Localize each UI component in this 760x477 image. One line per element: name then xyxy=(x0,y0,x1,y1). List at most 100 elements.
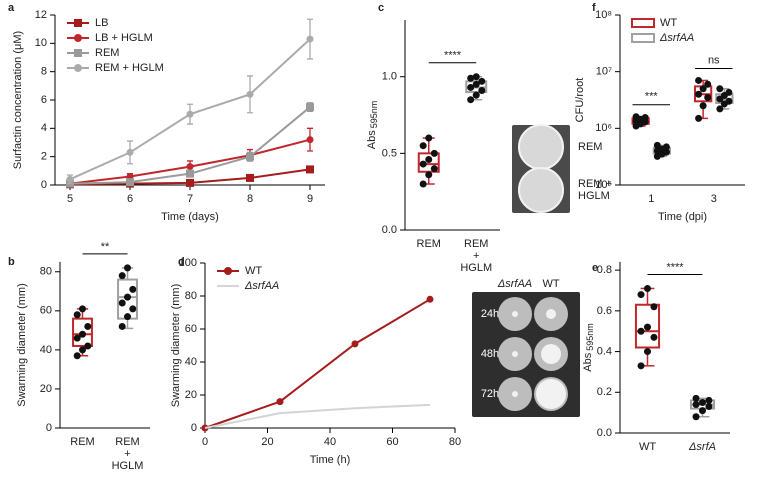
y-axis-label-text: Abs xyxy=(582,352,594,371)
y-tick-label: 10⁷ xyxy=(596,66,612,78)
inset-colony xyxy=(546,309,556,319)
data-point xyxy=(124,293,131,301)
significance-label: **** xyxy=(666,261,684,273)
y-tick-label: 1.0 xyxy=(382,71,397,83)
panel-letter: d xyxy=(178,256,185,268)
x-tick-label: REM xyxy=(417,238,441,250)
data-point xyxy=(662,143,670,151)
panel-letter: a xyxy=(8,2,15,14)
x-tick-label: 80 xyxy=(449,436,461,448)
x-tick-label: 0 xyxy=(202,436,208,448)
y-axis-label-text: Swarming diameter (mm) xyxy=(170,284,182,407)
inset-row-label: 24h xyxy=(481,308,499,320)
data-point xyxy=(73,352,81,360)
data-point xyxy=(478,77,486,85)
y-axis-label-text: CFU/root xyxy=(574,78,586,123)
data-point xyxy=(472,91,480,99)
data-point xyxy=(84,322,92,330)
y-tick-label: 2 xyxy=(41,151,47,163)
y-tick-label: 8 xyxy=(41,66,47,78)
panel-letter: e xyxy=(592,262,598,274)
inset-colony xyxy=(512,351,518,357)
data-point xyxy=(79,305,86,313)
data-point xyxy=(73,311,81,319)
x-tick-label: 60 xyxy=(386,436,398,448)
data-point xyxy=(118,299,126,307)
data-point xyxy=(637,291,645,299)
data-point xyxy=(650,333,658,341)
inset-dish xyxy=(518,124,564,170)
data-point xyxy=(699,407,706,415)
y-tick-label: 10 xyxy=(35,37,47,49)
legend-marker xyxy=(224,267,232,275)
y-axis-label: Abs595nm xyxy=(582,323,595,372)
data-point xyxy=(425,171,433,179)
legend-label: REM + HGLM xyxy=(95,62,164,74)
data-point xyxy=(118,322,126,330)
data-point xyxy=(692,394,700,402)
y-tick-label: 10⁶ xyxy=(595,122,612,134)
box xyxy=(72,317,93,347)
point xyxy=(66,175,74,183)
legend-label: WT xyxy=(245,265,262,277)
data-point xyxy=(118,272,126,280)
point xyxy=(306,136,314,144)
x-tick-label: 7 xyxy=(187,193,193,205)
y-tick-label: 60 xyxy=(40,305,52,317)
data-point xyxy=(725,97,733,105)
y-tick-label: 80 xyxy=(185,290,197,302)
x-axis-label: Time (h) xyxy=(310,454,351,466)
y-tick-label: 0.0 xyxy=(597,427,612,439)
legend-label: ΔsrfAA xyxy=(244,280,279,292)
y-tick-label: 10⁸ xyxy=(595,9,612,21)
y-tick-label: 10⁵ xyxy=(595,179,612,191)
data-point xyxy=(653,141,661,149)
point xyxy=(246,173,254,182)
y-axis-label: Abs595nm xyxy=(366,101,379,150)
point xyxy=(246,90,254,98)
data-point xyxy=(419,180,427,188)
x-tick-label: 20 xyxy=(261,436,273,448)
significance-label: **** xyxy=(444,50,462,62)
point xyxy=(306,165,314,174)
legend-marker xyxy=(74,64,82,72)
data-point xyxy=(699,398,706,406)
point xyxy=(186,178,194,187)
data-point xyxy=(637,327,645,335)
point xyxy=(186,163,194,171)
data-point xyxy=(430,149,438,157)
y-axis-label-sub: 595nm xyxy=(369,101,379,129)
series-line xyxy=(204,403,431,429)
data-point xyxy=(425,134,433,142)
y-tick-label: 20 xyxy=(40,383,52,395)
inset-row-label: 48h xyxy=(481,348,499,360)
x-tick-label: 3 xyxy=(711,193,717,205)
inset-column-label: WT xyxy=(542,278,559,290)
x-tick-label: REM xyxy=(70,436,94,448)
x-tick-label: 6 xyxy=(127,193,133,205)
y-axis-label: Swarming diameter (mm) xyxy=(170,284,182,407)
legend-marker xyxy=(74,34,82,42)
data-point xyxy=(632,113,640,121)
point xyxy=(186,110,194,118)
y-axis-label: Surfactin concentration (μM) xyxy=(12,31,24,169)
data-point xyxy=(478,87,486,95)
y-tick-label: 60 xyxy=(185,323,197,335)
data-point xyxy=(699,102,707,110)
data-point xyxy=(641,114,649,122)
y-tick-label: 0.8 xyxy=(597,264,612,276)
x-axis-label: Time (dpi) xyxy=(658,211,707,223)
y-tick-label: 0 xyxy=(41,179,47,191)
data-point xyxy=(644,348,651,356)
y-tick-label: 0.5 xyxy=(382,147,397,159)
x-tick-label: 40 xyxy=(324,436,336,448)
inset-label: REM + HGLM xyxy=(578,178,612,202)
y-tick-label: 40 xyxy=(40,344,52,356)
data-point xyxy=(644,284,651,292)
legend-marker xyxy=(74,19,82,27)
data-point xyxy=(695,76,703,84)
point xyxy=(426,295,434,303)
legend-swatch xyxy=(631,18,655,28)
data-point xyxy=(129,285,137,293)
